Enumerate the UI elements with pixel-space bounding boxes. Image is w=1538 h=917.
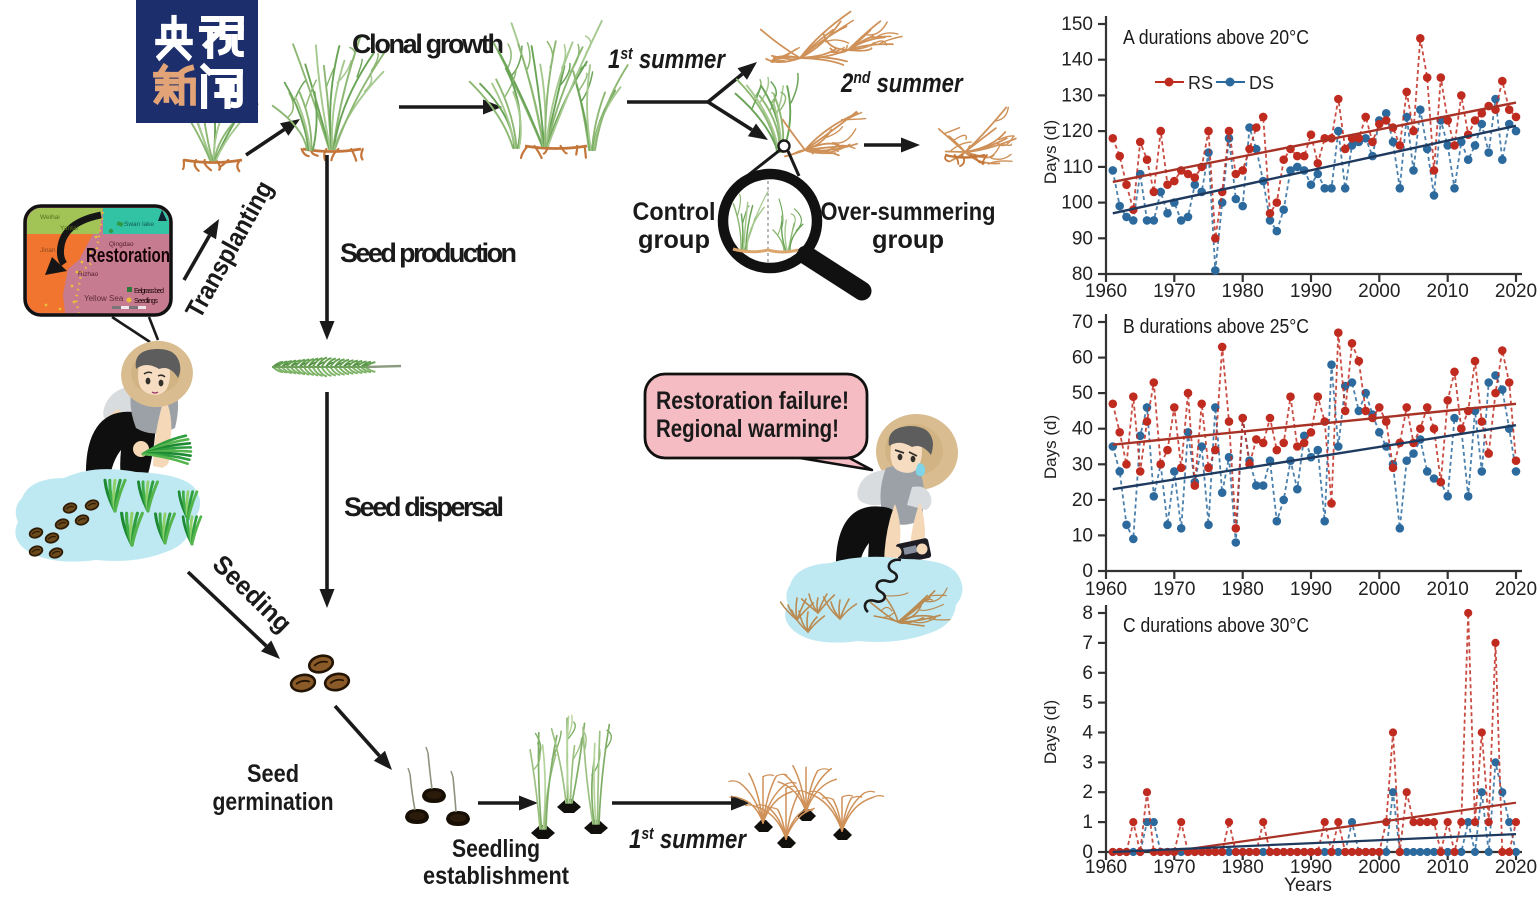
svg-text:1960: 1960 [1085,857,1127,878]
svg-text:0: 0 [1082,842,1093,863]
svg-text:2020: 2020 [1495,281,1537,302]
svg-text:Days (d): Days (d) [1041,700,1060,764]
svg-text:1: 1 [1082,812,1093,833]
svg-text:Swan lake: Swan lake [124,221,154,228]
svg-text:Over-summering: Over-summering [821,198,996,226]
svg-text:Yellow Sea: Yellow Sea [84,294,124,303]
svg-text:Seed: Seed [247,760,299,788]
svg-text:8: 8 [1082,603,1093,624]
svg-text:1970: 1970 [1153,857,1195,878]
svg-text:germination: germination [213,788,334,816]
svg-text:establishment: establishment [423,862,570,890]
svg-text:2010: 2010 [1427,857,1469,878]
svg-text:120: 120 [1061,121,1093,142]
svg-text:100: 100 [1061,193,1093,214]
svg-text:Rizhao: Rizhao [78,271,99,278]
svg-text:Qingdao: Qingdao [109,241,134,248]
svg-text:4: 4 [1082,723,1093,744]
svg-text:2000: 2000 [1358,579,1400,600]
svg-text:1990: 1990 [1290,281,1332,302]
svg-text:1980: 1980 [1222,281,1264,302]
svg-text:2020: 2020 [1495,857,1537,878]
svg-text:70: 70 [1072,312,1093,333]
svg-text:Restoration: Restoration [86,245,170,267]
svg-text:Years: Years [1284,875,1332,896]
svg-text:Seed dispersal: Seed dispersal [344,492,504,522]
svg-text:1970: 1970 [1153,579,1195,600]
svg-text:2000: 2000 [1358,281,1400,302]
svg-text:1990: 1990 [1290,857,1332,878]
svg-text:1990: 1990 [1290,579,1332,600]
svg-text:Jinan: Jinan [40,247,56,254]
svg-text:10: 10 [1072,525,1093,546]
svg-text:1960: 1960 [1085,579,1127,600]
svg-text:110: 110 [1063,157,1093,178]
svg-text:Yantai: Yantai [60,225,78,232]
svg-text:40: 40 [1072,419,1093,440]
svg-text:30: 30 [1072,454,1093,475]
svg-text:140: 140 [1061,50,1093,71]
svg-text:6: 6 [1082,663,1093,684]
svg-text:A durations above 20°C: A durations above 20°C [1123,27,1309,49]
svg-text:20: 20 [1072,490,1093,511]
svg-text:Seedlings: Seedlings [134,298,159,305]
svg-text:90: 90 [1072,228,1093,249]
svg-text:2010: 2010 [1427,281,1469,302]
svg-text:2020: 2020 [1495,579,1537,600]
svg-text:group: group [872,226,944,254]
svg-text:1st summer: 1st summer [608,45,726,75]
svg-text:7: 7 [1082,633,1093,654]
svg-text:1970: 1970 [1153,281,1195,302]
svg-text:1960: 1960 [1085,281,1127,302]
svg-text:2: 2 [1082,782,1093,803]
svg-text:1980: 1980 [1222,857,1264,878]
svg-text:DS: DS [1249,73,1274,93]
svg-text:Regional warming!: Regional warming! [656,415,839,443]
svg-text:130: 130 [1061,85,1093,106]
svg-text:Seed production: Seed production [340,238,517,268]
svg-text:1st summer: 1st summer [629,825,747,855]
svg-text:Days (d): Days (d) [1041,415,1060,479]
svg-text:group: group [638,226,710,254]
svg-text:B durations above 25°C: B durations above 25°C [1123,316,1309,338]
svg-text:2010: 2010 [1427,579,1469,600]
svg-text:Weihai: Weihai [40,214,60,221]
svg-text:Seedling: Seedling [452,835,540,863]
svg-text:Days (d): Days (d) [1041,120,1060,184]
svg-text:60: 60 [1072,348,1093,369]
svg-text:Clonal growth: Clonal growth [352,29,504,59]
svg-text:0: 0 [1082,561,1093,582]
svg-text:C durations above 30°C: C durations above 30°C [1123,615,1309,637]
svg-text:Restoration failure!: Restoration failure! [656,387,849,415]
svg-text:RS: RS [1188,73,1213,93]
svg-text:1980: 1980 [1222,579,1264,600]
svg-text:80: 80 [1072,264,1093,285]
svg-text:3: 3 [1082,752,1093,773]
svg-text:Control: Control [633,198,716,226]
svg-text:150: 150 [1061,14,1093,35]
svg-text:Eelgrass bed: Eelgrass bed [134,288,164,295]
svg-text:2000: 2000 [1358,857,1400,878]
svg-text:50: 50 [1072,383,1093,404]
svg-text:5: 5 [1082,693,1093,714]
